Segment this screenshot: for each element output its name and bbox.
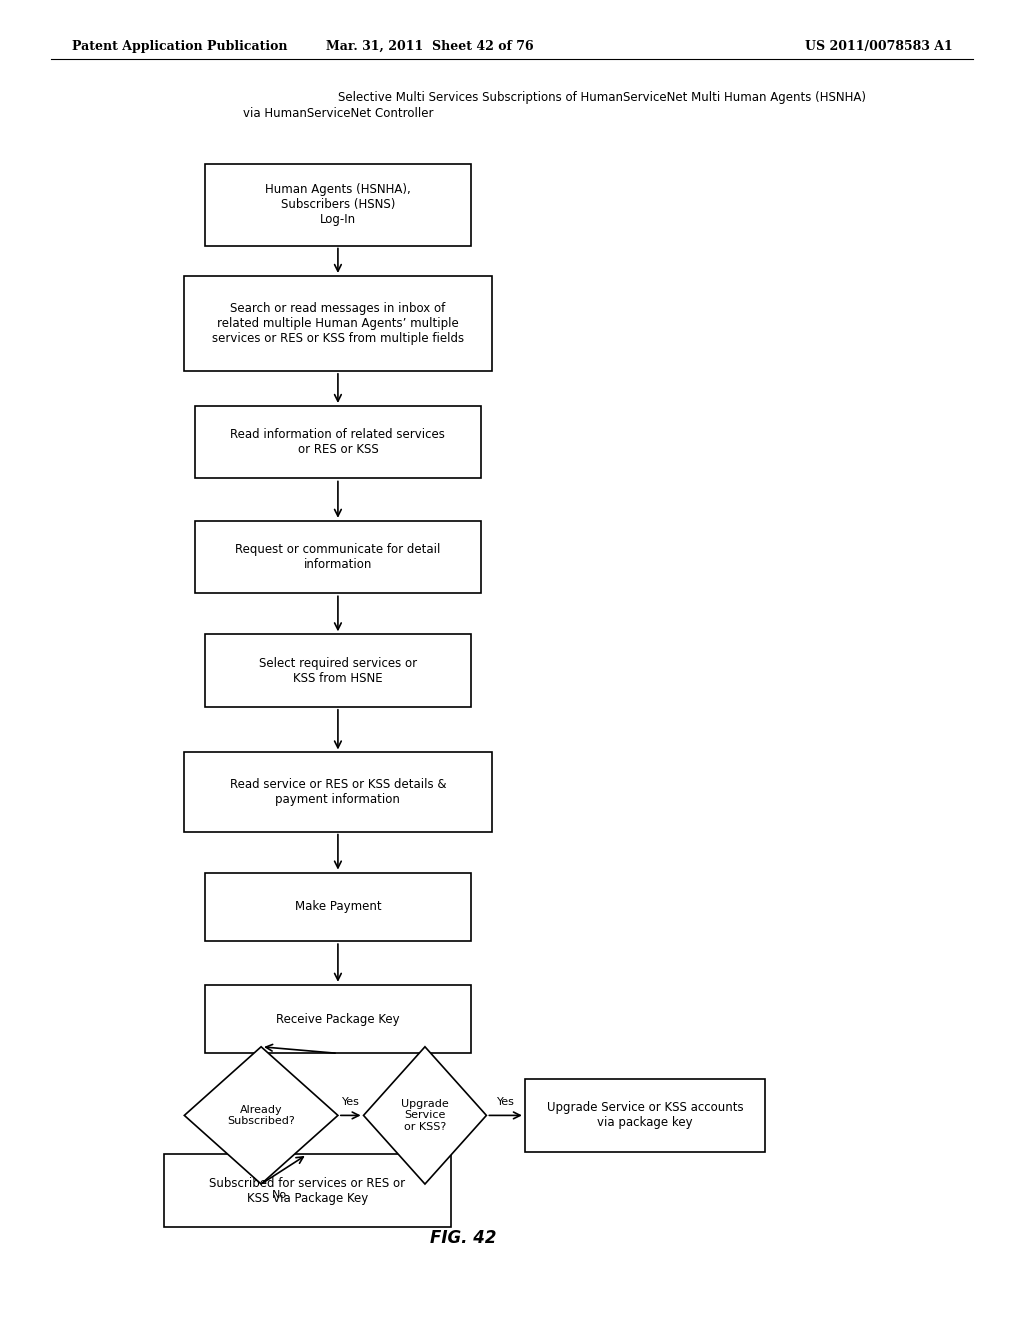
Polygon shape <box>184 1047 338 1184</box>
Text: Patent Application Publication: Patent Application Publication <box>72 40 287 53</box>
FancyBboxPatch shape <box>205 635 471 708</box>
FancyBboxPatch shape <box>195 405 481 478</box>
Text: Receive Package Key: Receive Package Key <box>276 1012 399 1026</box>
FancyBboxPatch shape <box>524 1080 765 1151</box>
FancyBboxPatch shape <box>184 276 492 371</box>
FancyBboxPatch shape <box>205 164 471 246</box>
Text: No: No <box>272 1189 287 1200</box>
Text: FIG. 42: FIG. 42 <box>430 1229 497 1247</box>
Text: Yes: Yes <box>342 1097 359 1107</box>
Text: Human Agents (HSNHA),
Subscribers (HSNS)
Log-In: Human Agents (HSNHA), Subscribers (HSNS)… <box>265 183 411 226</box>
Text: Upgrade Service or KSS accounts
via package key: Upgrade Service or KSS accounts via pack… <box>547 1101 743 1130</box>
Text: Select required services or
KSS from HSNE: Select required services or KSS from HSN… <box>259 656 417 685</box>
FancyBboxPatch shape <box>184 752 492 832</box>
Text: Yes: Yes <box>497 1097 514 1107</box>
Text: Search or read messages in inbox of
related multiple Human Agents’ multiple
serv: Search or read messages in inbox of rela… <box>212 302 464 345</box>
Text: Selective Multi Services Subscriptions of HumanServiceNet Multi Human Agents (HS: Selective Multi Services Subscriptions o… <box>338 91 866 104</box>
FancyBboxPatch shape <box>195 520 481 594</box>
Polygon shape <box>364 1047 486 1184</box>
Text: Already
Subscribed?: Already Subscribed? <box>227 1105 295 1126</box>
Text: Read service or RES or KSS details &
payment information: Read service or RES or KSS details & pay… <box>229 777 446 807</box>
FancyBboxPatch shape <box>164 1154 451 1228</box>
Text: Make Payment: Make Payment <box>295 900 381 913</box>
Text: US 2011/0078583 A1: US 2011/0078583 A1 <box>805 40 952 53</box>
Text: via HumanServiceNet Controller: via HumanServiceNet Controller <box>243 107 433 120</box>
Text: Mar. 31, 2011  Sheet 42 of 76: Mar. 31, 2011 Sheet 42 of 76 <box>327 40 534 53</box>
FancyBboxPatch shape <box>205 985 471 1053</box>
Text: Request or communicate for detail
information: Request or communicate for detail inform… <box>236 543 440 572</box>
Text: Upgrade
Service
or KSS?: Upgrade Service or KSS? <box>401 1098 449 1133</box>
Text: Read information of related services
or RES or KSS: Read information of related services or … <box>230 428 445 457</box>
FancyBboxPatch shape <box>205 873 471 941</box>
Text: Subscribed for services or RES or
KSS via Package Key: Subscribed for services or RES or KSS vi… <box>209 1176 406 1205</box>
